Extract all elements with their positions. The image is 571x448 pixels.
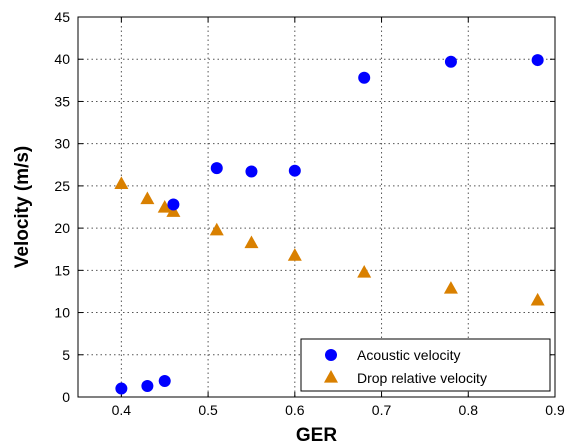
y-tick-label: 10 — [54, 305, 70, 321]
drop-relative-velocity-point — [157, 200, 172, 213]
drop-relative-velocity-point — [443, 281, 458, 294]
acoustic-velocity-point — [531, 54, 544, 67]
drop-relative-velocity-point — [530, 292, 545, 306]
y-tick-label: 15 — [54, 262, 70, 278]
drop-relative-velocity-point — [357, 265, 372, 278]
acoustic-velocity-point — [115, 382, 128, 395]
drop-relative-velocity-point — [209, 222, 224, 236]
legend-label-acoustic: Acoustic velocity — [357, 347, 460, 363]
legend: Acoustic velocity Drop relative velocity — [300, 338, 551, 392]
y-tick-label: 0 — [62, 389, 70, 405]
acoustic-velocity-point — [141, 380, 154, 393]
drop-relative-velocity-point — [140, 191, 155, 205]
acoustic-velocity-point — [167, 198, 180, 211]
legend-label-drop: Drop relative velocity — [357, 370, 487, 386]
acoustic-velocity-point — [245, 165, 258, 178]
x-tick-label: 0.8 — [459, 402, 479, 418]
drop-relative-velocity-point — [287, 248, 302, 261]
drop-relative-velocity-point — [114, 176, 129, 189]
legend-marker-drop — [324, 370, 338, 383]
x-tick-label: 0.9 — [545, 402, 565, 418]
plot-frame — [77, 16, 556, 398]
data-markers — [114, 54, 545, 395]
acoustic-velocity-point — [444, 55, 457, 68]
x-tick-label: 0.6 — [285, 402, 305, 418]
x-tick-label: 0.5 — [198, 402, 218, 418]
legend-marker-acoustic — [325, 349, 337, 361]
x-axis-title: GER — [296, 425, 337, 446]
drop-relative-velocity-point — [166, 204, 181, 217]
y-tick-label: 40 — [54, 51, 70, 67]
axis-ticks: 0.4 0.5 0.6 0.7 0.8 0.9 0 5 10 15 20 25 30 35 40 45 — [54, 9, 565, 418]
acoustic-velocity-point — [158, 374, 171, 387]
y-tick-label: 30 — [54, 136, 70, 152]
y-tick-label: 45 — [54, 9, 70, 25]
y-axis-title: Velocity (m/s) — [12, 146, 33, 269]
y-tick-label: 25 — [54, 178, 70, 194]
y-tick-label: 20 — [54, 220, 70, 236]
y-tick-label: 5 — [62, 347, 70, 363]
x-tick-label: 0.7 — [372, 402, 392, 418]
y-tick-label: 35 — [54, 93, 70, 109]
acoustic-velocity-point — [358, 71, 371, 84]
x-tick-label: 0.4 — [112, 402, 132, 418]
acoustic-velocity-point — [288, 164, 301, 177]
drop-relative-velocity-point — [244, 235, 259, 249]
acoustic-velocity-point — [210, 162, 223, 175]
legend-box — [300, 338, 551, 392]
